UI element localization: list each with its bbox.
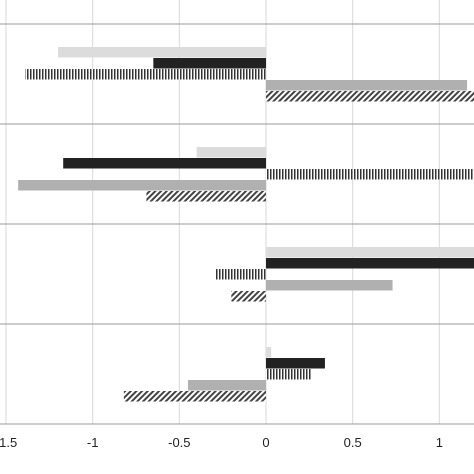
bar-series-2-group-1 xyxy=(153,58,266,69)
x-tick-label: -1 xyxy=(87,435,99,450)
bar-series-1-group-4 xyxy=(266,347,272,358)
bar-series-3-group-3 xyxy=(215,269,266,280)
bar-series-3-group-1 xyxy=(25,69,266,80)
x-tick-label: 0 xyxy=(262,435,269,450)
bar-series-4-group-1 xyxy=(266,80,468,91)
bar-series-3-group-4 xyxy=(266,369,312,380)
bar-series-3-group-2 xyxy=(266,169,474,180)
bar-series-4-group-4 xyxy=(188,380,266,391)
bar-series-1-group-2 xyxy=(196,147,266,158)
x-tick-label: -0.5 xyxy=(168,435,190,450)
bar-series-4-group-2 xyxy=(18,180,267,191)
bar-series-2-group-3 xyxy=(266,258,474,269)
bar-series-5-group-2 xyxy=(146,191,266,202)
x-tick-label: 1 xyxy=(436,435,443,450)
bar-series-5-group-4 xyxy=(123,391,266,402)
bar-series-2-group-2 xyxy=(63,158,267,169)
x-tick-label: -1.5 xyxy=(0,435,17,450)
bar-series-2-group-4 xyxy=(266,358,325,369)
bar-series-1-group-3 xyxy=(266,247,474,258)
x-tick-label: 0.5 xyxy=(344,435,362,450)
bar-series-5-group-3 xyxy=(231,291,266,302)
bar-series-1-group-1 xyxy=(58,47,266,58)
bar-series-5-group-1 xyxy=(266,91,474,102)
x-axis-tick-labels: -1.5 -1 -0.5 0 0.5 1 xyxy=(0,435,443,450)
bar-series-4-group-3 xyxy=(266,280,393,291)
plot-area xyxy=(0,0,474,425)
